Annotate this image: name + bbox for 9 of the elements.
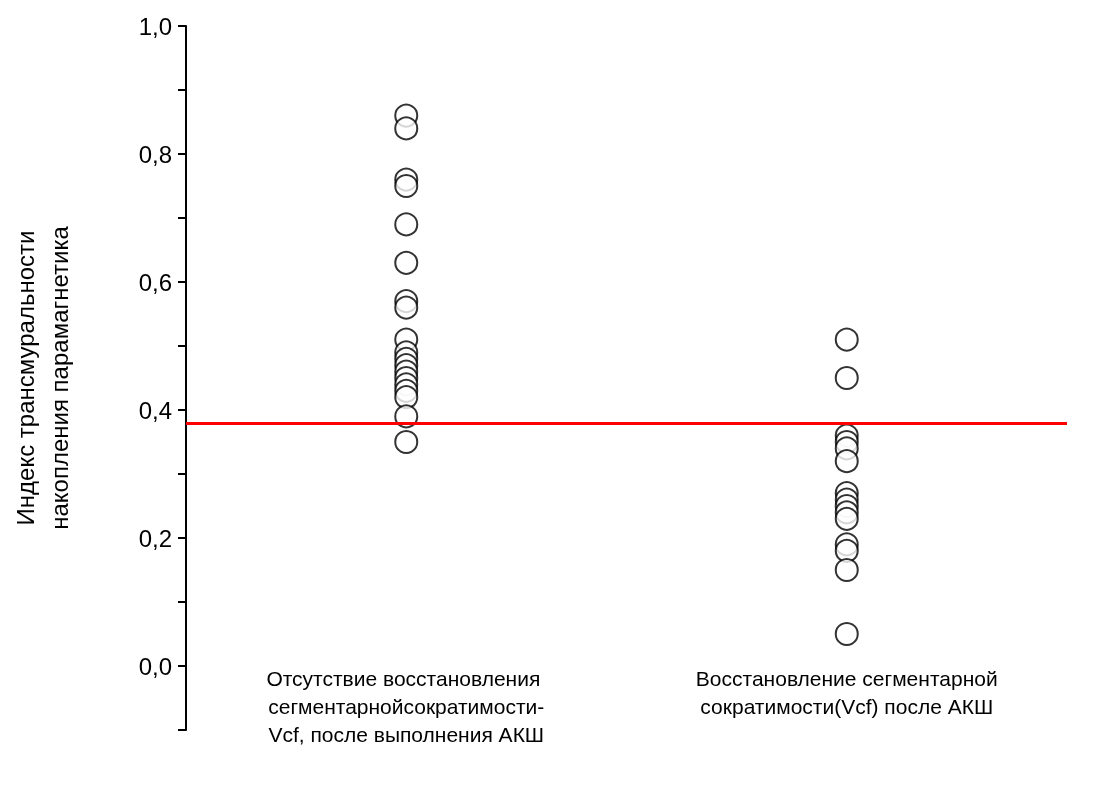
y-tick-label: 0,4 bbox=[138, 396, 172, 424]
x-tick-label: Отсутствие восстановления сегментарнойсократимости- Vcf, после выполнения АКШ bbox=[266, 666, 547, 746]
y-tick-label: 0,2 bbox=[138, 524, 172, 552]
y-axis-title: Индекс трансмуральности накопления парамагнетика bbox=[11, 225, 73, 530]
y-tick-label: 1,0 bbox=[138, 12, 172, 40]
y-tick-label: 0,0 bbox=[138, 652, 172, 680]
x-tick-label: Восстановление сегментарной сократимости(Vcf) после АКШ bbox=[695, 666, 998, 718]
y-tick-label: 0,6 bbox=[138, 268, 172, 296]
y-tick-label: 0,8 bbox=[138, 140, 172, 168]
